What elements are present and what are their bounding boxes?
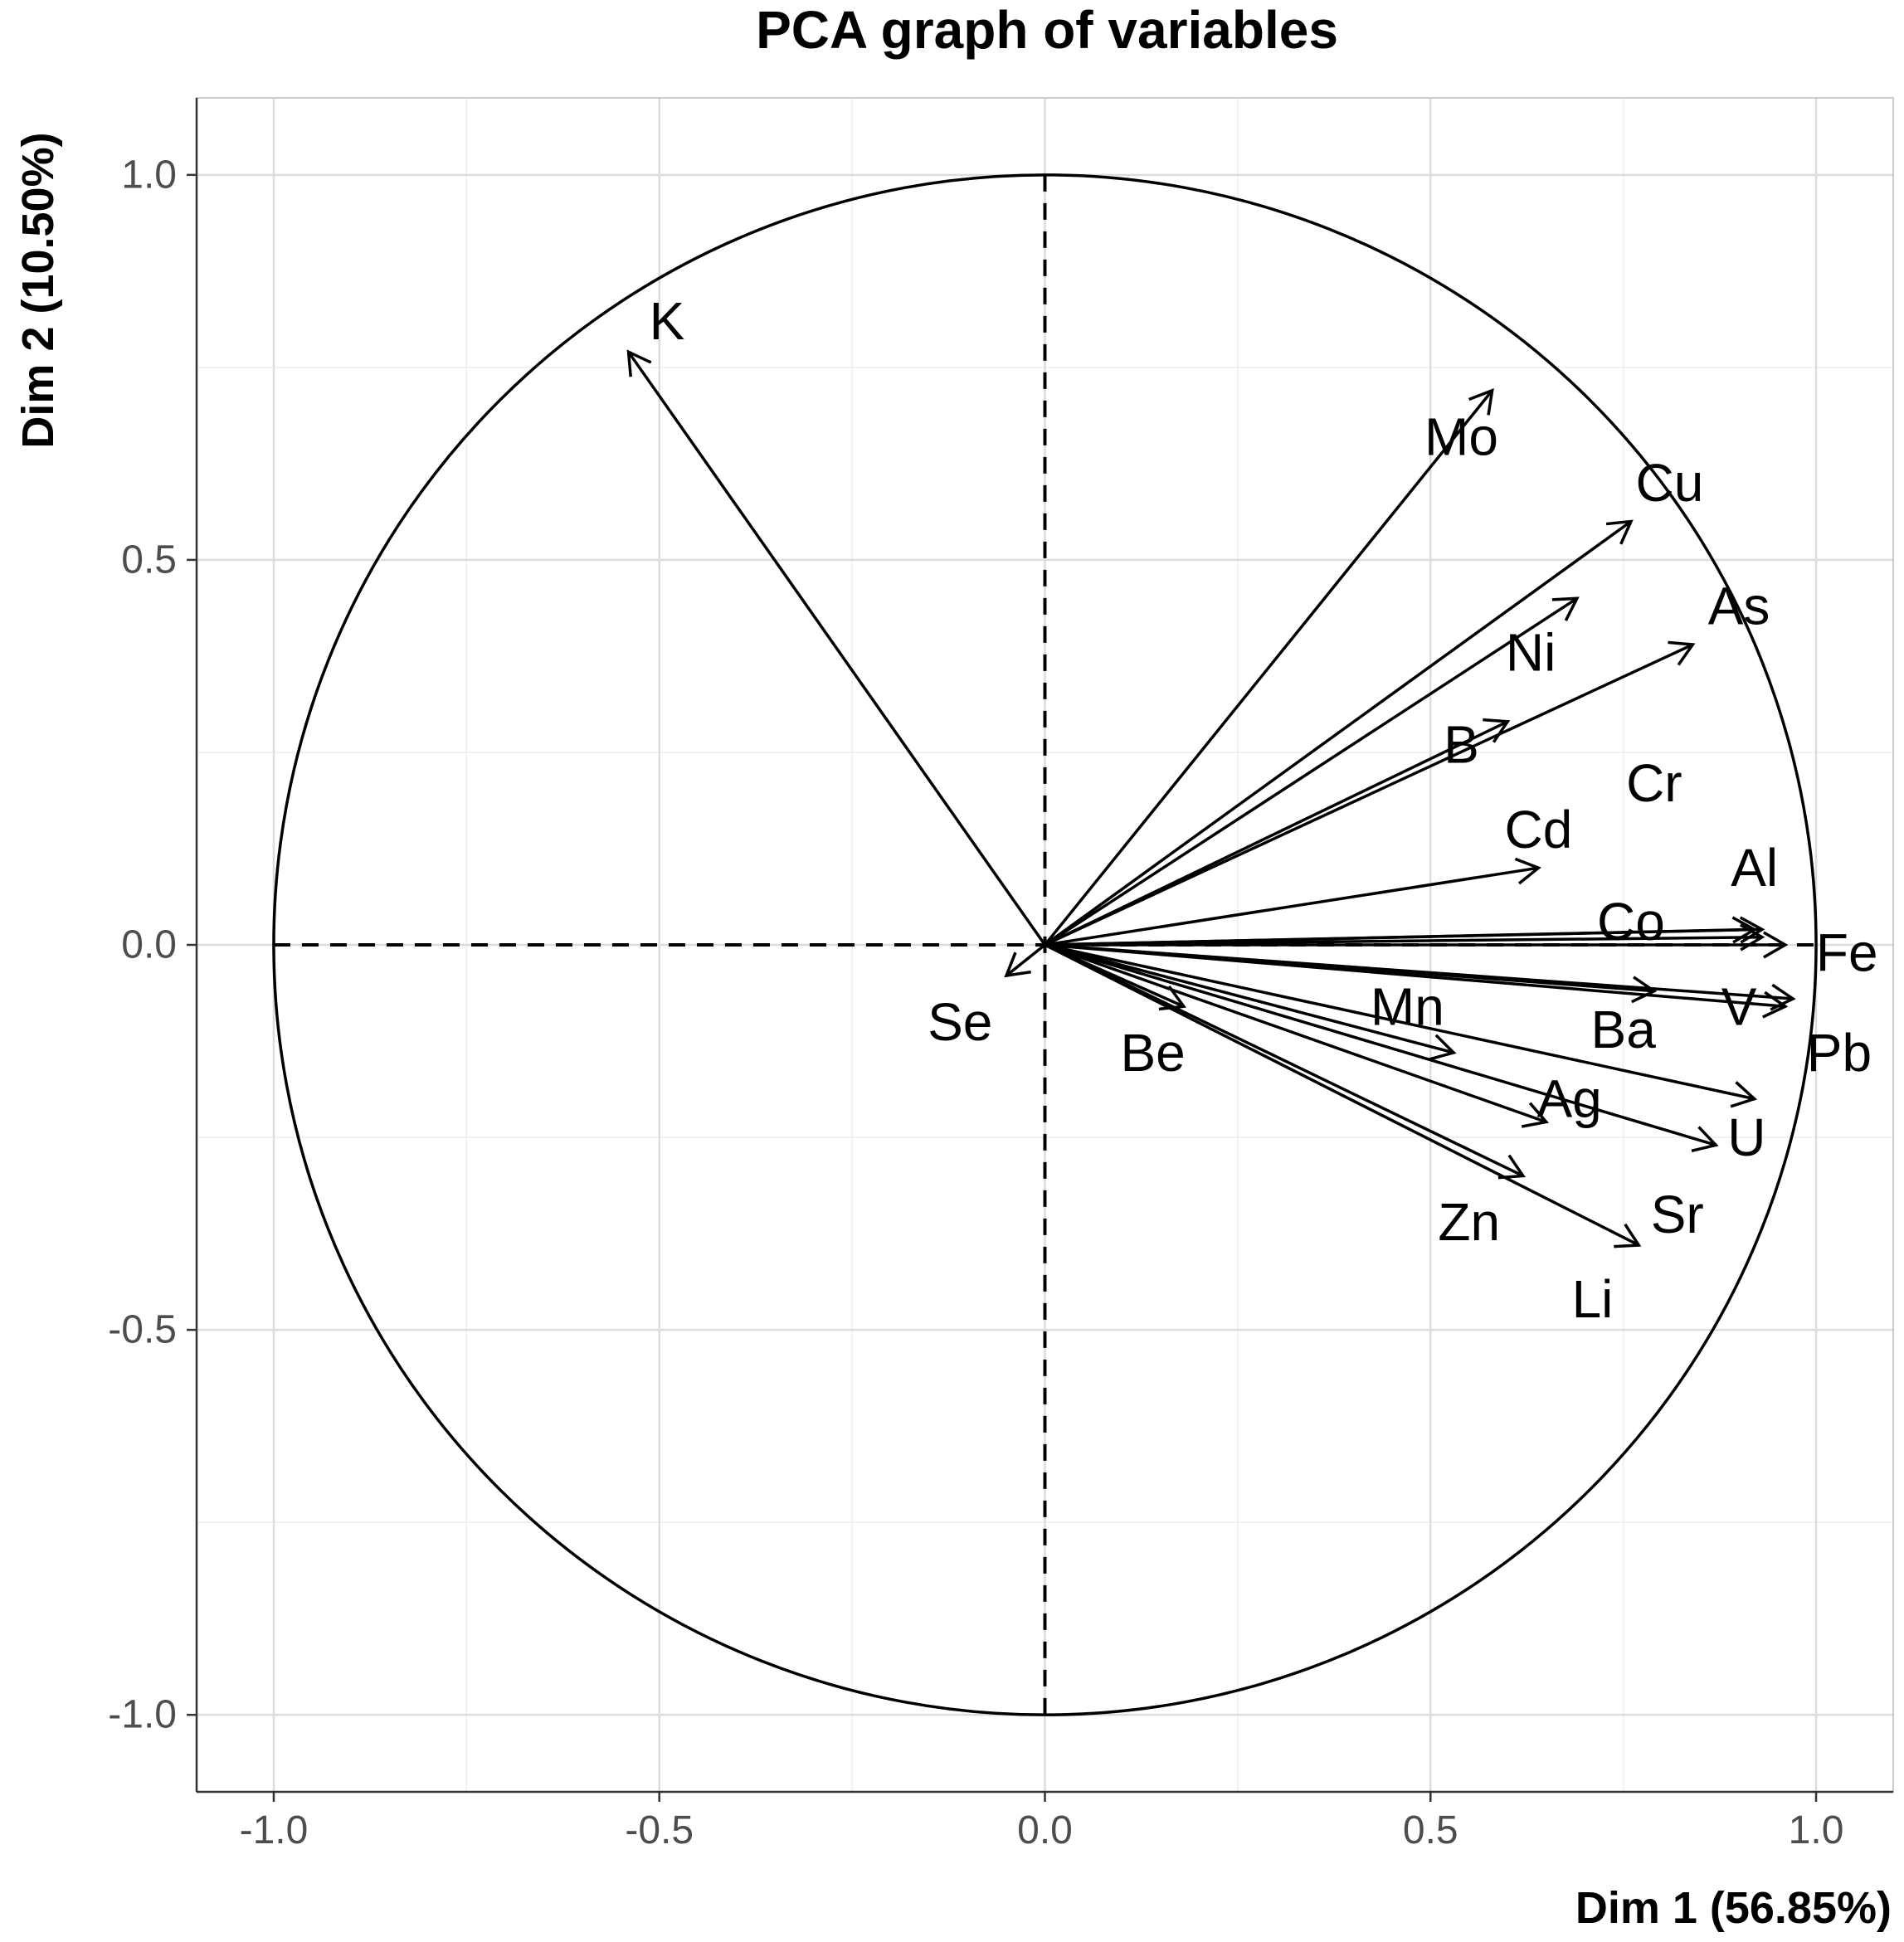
y-tick-label: -0.5 [108,1308,177,1352]
label-b: B [1444,715,1479,775]
y-axis-title: Dim 2 (10.50%) [13,132,63,448]
label-as: As [1708,577,1770,636]
arrow-k [627,351,1046,947]
arrowhead-cu [1605,519,1634,545]
axis-ticks: -1.0 -0.5 0.0 0.5 1.0 1.0 0.5 0.0 -0.5 -1.0 [108,153,1843,1852]
arrow-se [1005,943,1046,977]
label-v: V [1721,976,1757,1036]
arrow-b [1044,720,1508,947]
variable-arrows [626,349,1796,1248]
arrowhead-co [1739,916,1765,944]
label-pb: Pb [1807,1023,1872,1083]
arrowhead-ni [1551,596,1580,621]
chart-title: PCA graph of variables [756,0,1338,60]
y-tick-label: 1.0 [121,153,177,197]
label-zn: Zn [1438,1192,1500,1252]
label-al: Al [1731,838,1778,898]
x-tick-label: 1.0 [1789,1808,1844,1852]
label-mn: Mn [1371,976,1444,1036]
x-axis-title: Dim 1 (56.85%) [1575,1883,1892,1933]
arrowhead-mo [1468,387,1494,416]
arrowhead-pb [1761,990,1789,1019]
arrow-li [1044,943,1640,1247]
label-cu: Cu [1636,453,1704,513]
label-be: Be [1120,1023,1185,1083]
arrow-mo [1044,389,1493,947]
label-sr: Sr [1651,1185,1704,1244]
label-li: Li [1572,1269,1614,1329]
y-tick-label: -1.0 [108,1693,177,1737]
arrow-ba [1045,943,1654,993]
arrow-u [1045,943,1755,1101]
x-tick-label: -0.5 [625,1808,694,1852]
label-fe: Fe [1816,922,1878,982]
x-tick-label: -1.0 [240,1808,309,1852]
arrowhead-mn [1429,1034,1457,1061]
arrowhead-cd [1514,857,1541,885]
arrowhead-sr [1521,1102,1550,1128]
label-se: Se [928,992,992,1052]
label-ag: Ag [1536,1069,1601,1129]
label-co: Co [1597,892,1665,952]
arrow-ni [1044,596,1578,947]
arrow-cu [1044,520,1632,947]
arrow-ag [1044,943,1717,1147]
arrow-mn [1045,943,1454,1054]
label-k: K [650,291,685,351]
x-tick-label: 0.5 [1403,1808,1458,1852]
arrow-sr [1044,943,1547,1124]
label-cr: Cr [1626,753,1682,813]
arrowhead-u [1730,1081,1758,1108]
label-mo: Mo [1424,406,1498,466]
arrow-co [1045,927,1763,947]
arrowhead-ag [1691,1126,1719,1152]
label-ba: Ba [1591,1000,1657,1059]
arrow-as [1044,643,1694,947]
arrowhead-as [1668,640,1696,666]
arrowhead-b [1483,718,1511,743]
arrow-cd [1045,866,1539,947]
arrow-zn [1044,943,1524,1178]
arrowhead-li [1614,1223,1642,1248]
y-tick-label: 0.5 [121,538,177,582]
x-tick-label: 0.0 [1017,1808,1073,1852]
arrowhead-be [1158,985,1187,1011]
y-tick-label: 0.0 [121,923,177,967]
arrowhead-fe [1763,931,1789,959]
label-cd: Cd [1505,800,1573,859]
arrowhead-se [1004,952,1031,978]
label-u: U [1727,1107,1765,1167]
arrow-be [1044,943,1185,1008]
arrowhead-k [626,349,652,377]
variable-labels: K Mo Cu Ni As B Cr Cd Al Co Fe V Pb Ba Mn U Ag Sr Zn Li Be Se [650,291,1878,1329]
arrowhead-ba [1631,976,1658,1004]
label-ni: Ni [1506,622,1556,682]
